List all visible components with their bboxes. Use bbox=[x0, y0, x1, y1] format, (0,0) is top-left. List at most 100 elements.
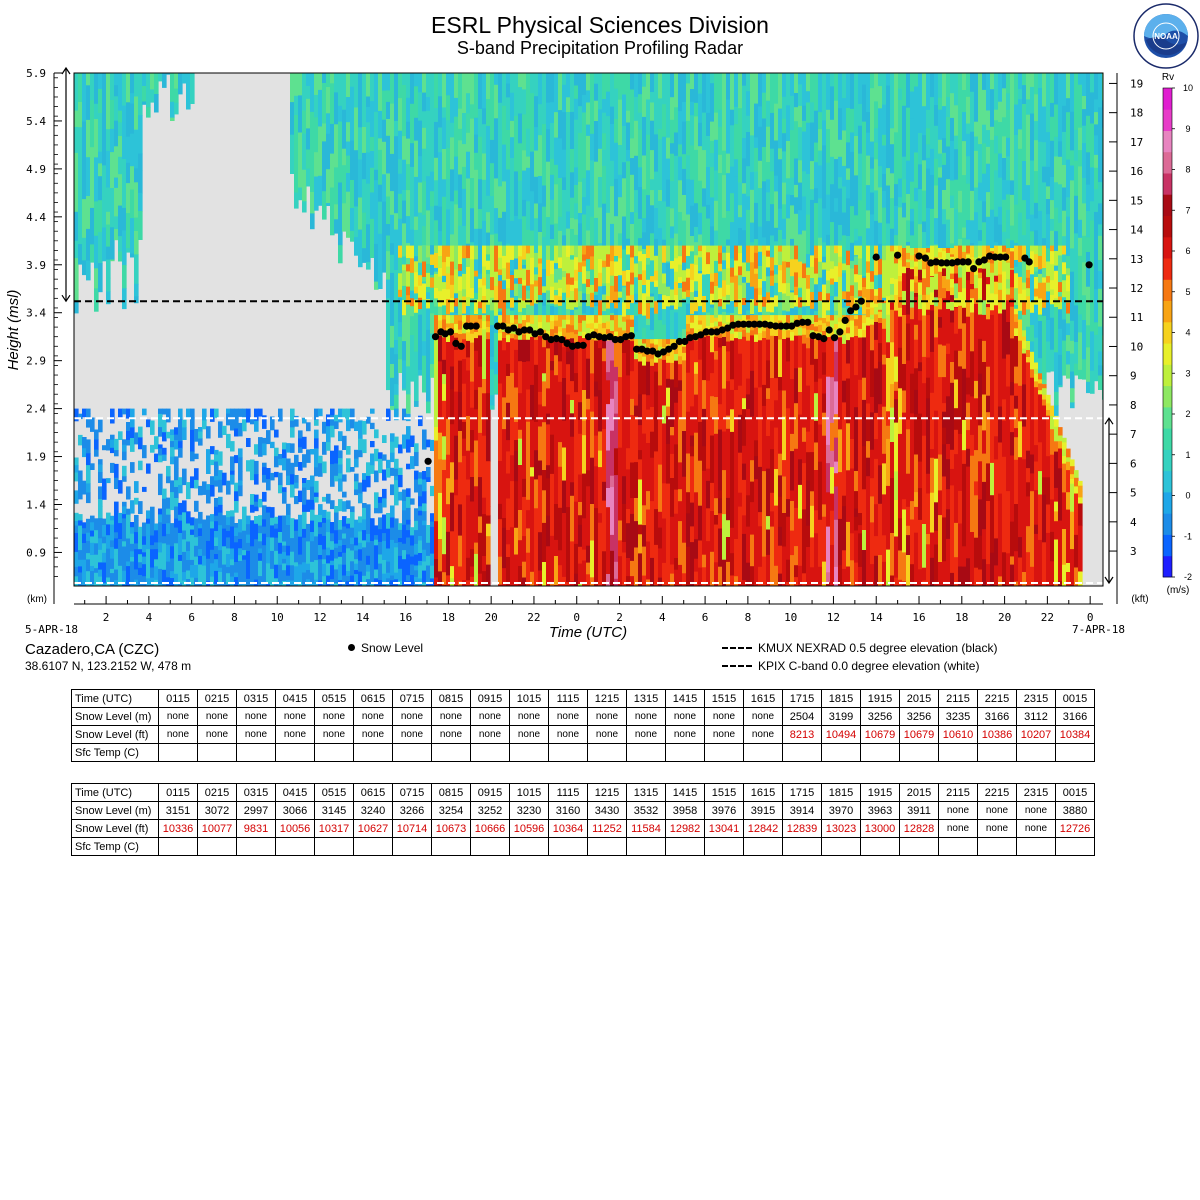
legend-snow-level: Snow Level bbox=[348, 641, 423, 655]
table-cell: 10679 bbox=[899, 725, 939, 744]
y-tick-label: 5.4 bbox=[26, 115, 46, 128]
table-cell: 3160 bbox=[548, 801, 588, 820]
snow-level-point bbox=[590, 331, 598, 339]
table-cell: none bbox=[665, 725, 705, 744]
x-tick-label: 14 bbox=[870, 611, 884, 624]
colorbar-segment bbox=[1163, 449, 1172, 472]
colorbar-segment bbox=[1163, 236, 1172, 259]
snow-level-point bbox=[937, 259, 946, 267]
table-cell: none bbox=[509, 707, 549, 726]
y2-tick-label: 6 bbox=[1130, 457, 1137, 470]
colorbar-segment bbox=[1163, 406, 1172, 429]
snow-level-point bbox=[729, 321, 737, 329]
table-cell: 3880 bbox=[1055, 801, 1095, 820]
colorbar-tick-label: 4 bbox=[1185, 328, 1190, 338]
colorbar-segment bbox=[1163, 194, 1172, 216]
table-cell bbox=[938, 743, 978, 762]
table-cell bbox=[470, 837, 510, 856]
station-coords: 38.6107 N, 123.2152 W, 478 m bbox=[25, 659, 192, 673]
snow-level-series bbox=[424, 251, 1093, 465]
table-cell: 0715 bbox=[392, 689, 432, 708]
table-cell: 1115 bbox=[548, 689, 588, 708]
table-cell: 13041 bbox=[704, 819, 744, 838]
table-cell: 10627 bbox=[353, 819, 393, 838]
y2-tick-label: 11 bbox=[1130, 311, 1143, 324]
table-cell: 0815 bbox=[431, 689, 471, 708]
table-cell: 3266 bbox=[392, 801, 432, 820]
table-cell: none bbox=[236, 725, 276, 744]
snow-level-point bbox=[536, 328, 545, 336]
y2-tick-label: 12 bbox=[1130, 282, 1143, 295]
y2-tick-label: 8 bbox=[1130, 399, 1137, 412]
snow-level-point bbox=[649, 347, 657, 355]
table-cell bbox=[899, 743, 939, 762]
snow-level-point bbox=[457, 342, 465, 350]
snow-level-point bbox=[424, 457, 432, 465]
colorbar: -2 -1 0 1 2 3 4 5 6 7 8 9 10 bbox=[1162, 83, 1193, 582]
table-cell bbox=[587, 743, 627, 762]
snow-level-point bbox=[707, 328, 716, 336]
x-tick-label: 22 bbox=[527, 611, 540, 624]
table-cell bbox=[509, 837, 549, 856]
colorbar-segment bbox=[1163, 513, 1172, 535]
snow-level-point bbox=[633, 345, 641, 353]
table-cell: 0315 bbox=[236, 783, 276, 802]
table-cell bbox=[821, 837, 861, 856]
row-header: Time (UTC) bbox=[71, 689, 159, 708]
table-cell: none bbox=[704, 725, 744, 744]
table-cell: none bbox=[314, 707, 354, 726]
snow-level-point bbox=[921, 254, 930, 262]
table-cell: 1315 bbox=[626, 689, 666, 708]
table-row: Snow Level (m) 3151 3072 2997 3066 3145 3240 32… bbox=[71, 801, 1095, 820]
table-cell: 1515 bbox=[704, 689, 744, 708]
x-tick-label: 16 bbox=[912, 611, 925, 624]
date-start: 5-APR-18 bbox=[25, 623, 78, 636]
y-tick-label: 3.9 bbox=[26, 259, 46, 272]
table-cell: 3958 bbox=[665, 801, 705, 820]
table-cell: 0415 bbox=[275, 783, 315, 802]
table-cell: 2215 bbox=[977, 783, 1017, 802]
table-row: Snow Level (ft) none none none none none none n… bbox=[71, 725, 1095, 744]
y2-tick-label: 14 bbox=[1130, 224, 1144, 237]
snow-level-point bbox=[820, 335, 828, 343]
colorbar-segment bbox=[1163, 151, 1172, 174]
table-cell bbox=[860, 837, 900, 856]
table-cell: 0915 bbox=[470, 689, 510, 708]
kpix-range-arrow bbox=[1104, 417, 1114, 585]
legend-kmux: KMUX NEXRAD 0.5 degree elevation (black) bbox=[722, 641, 997, 655]
snow-level-point bbox=[750, 320, 758, 328]
table-cell bbox=[704, 743, 744, 762]
snow-level-point bbox=[745, 320, 753, 328]
table-cell: 1415 bbox=[665, 783, 705, 802]
snow-level-point bbox=[857, 297, 865, 305]
table-cell: 0015 bbox=[1055, 689, 1095, 708]
table-cell: none bbox=[353, 725, 393, 744]
table-cell bbox=[587, 837, 627, 856]
x-tick-label: 22 bbox=[1041, 611, 1054, 624]
table-cell: 1315 bbox=[626, 783, 666, 802]
table-cell: 1615 bbox=[743, 689, 783, 708]
table-cell: none bbox=[665, 707, 705, 726]
y2-tick-label: 4 bbox=[1130, 516, 1137, 529]
table-cell: 13023 bbox=[821, 819, 861, 838]
colorbar-segment bbox=[1163, 428, 1172, 450]
table-cell bbox=[431, 743, 471, 762]
snow-level-point bbox=[665, 345, 673, 353]
x-tick-label: 2 bbox=[103, 611, 110, 624]
table-cell: 10666 bbox=[470, 819, 510, 838]
y-tick-label: 4.9 bbox=[26, 163, 46, 176]
x-tick-label: 0 bbox=[573, 611, 580, 624]
table-cell bbox=[860, 743, 900, 762]
snow-level-point bbox=[740, 320, 748, 328]
table-cell bbox=[353, 837, 393, 856]
colorbar-segment bbox=[1163, 88, 1172, 110]
table-cell: none bbox=[314, 725, 354, 744]
colorbar-segment bbox=[1163, 343, 1172, 365]
table-cell: 10386 bbox=[977, 725, 1017, 744]
snow-level-point bbox=[446, 328, 455, 336]
table-cell: none bbox=[275, 707, 315, 726]
x-tick-label: 20 bbox=[998, 611, 1011, 624]
table-cell bbox=[1055, 837, 1095, 856]
snow-level-point bbox=[798, 318, 807, 326]
y-tick-label: 2.4 bbox=[26, 403, 46, 416]
